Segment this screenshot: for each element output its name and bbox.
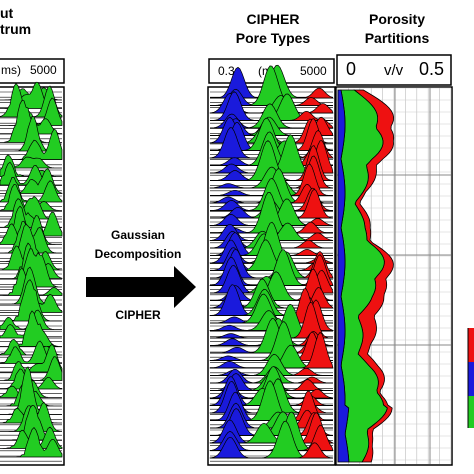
- porosity-partitions-title-line2: Partitions: [364, 30, 430, 46]
- input-spectrum-title-line2: trum: [0, 21, 32, 37]
- left-scale-unit: ms): [1, 63, 21, 77]
- spectrum-wave: [0, 366, 62, 415]
- blue-porosity-partition: [337, 89, 350, 463]
- input-spectrum-title-line1: ut: [0, 5, 14, 21]
- spectrum-wave: [0, 356, 63, 381]
- process-arrow: [86, 266, 196, 308]
- spectrum-wave: [0, 214, 62, 245]
- cipher-pore-types-title-line1: CIPHER: [246, 11, 300, 27]
- porosity-scale-max: 0.5: [419, 59, 445, 79]
- left-scale-header-box: [0, 58, 65, 84]
- porosity-scale-min: 0: [346, 59, 357, 79]
- process-label-line1: Gaussian: [110, 228, 166, 242]
- porosity-scale-unit: v/v: [384, 62, 404, 79]
- spectrum-wave: [0, 426, 63, 458]
- spectrum-wave: [0, 343, 63, 373]
- porosity-partition-curves: [337, 89, 395, 463]
- left-scale-max: 5000: [30, 63, 57, 77]
- legend-green-swatch: [468, 396, 474, 428]
- porosity-scale-header-box: [336, 54, 452, 86]
- porosity-partitions-title-line1: Porosity: [368, 11, 425, 27]
- legend-red-swatch: [468, 328, 474, 362]
- cipher-scale-min: 0.3: [218, 64, 235, 78]
- red-pore-wave: [210, 442, 334, 459]
- cipher-scale-max: 5000: [300, 64, 327, 78]
- left-spectrum-waveforms: [0, 81, 63, 462]
- cipher-pore-types-title-line2: Pore Types: [235, 30, 311, 46]
- spectrum-wave: [0, 248, 62, 288]
- process-method-label: CIPHER: [115, 308, 161, 322]
- process-label-line2: Decomposition: [94, 247, 182, 261]
- cipher-pore-type-waveforms: [209, 64, 335, 462]
- legend-blue-swatch: [468, 362, 474, 396]
